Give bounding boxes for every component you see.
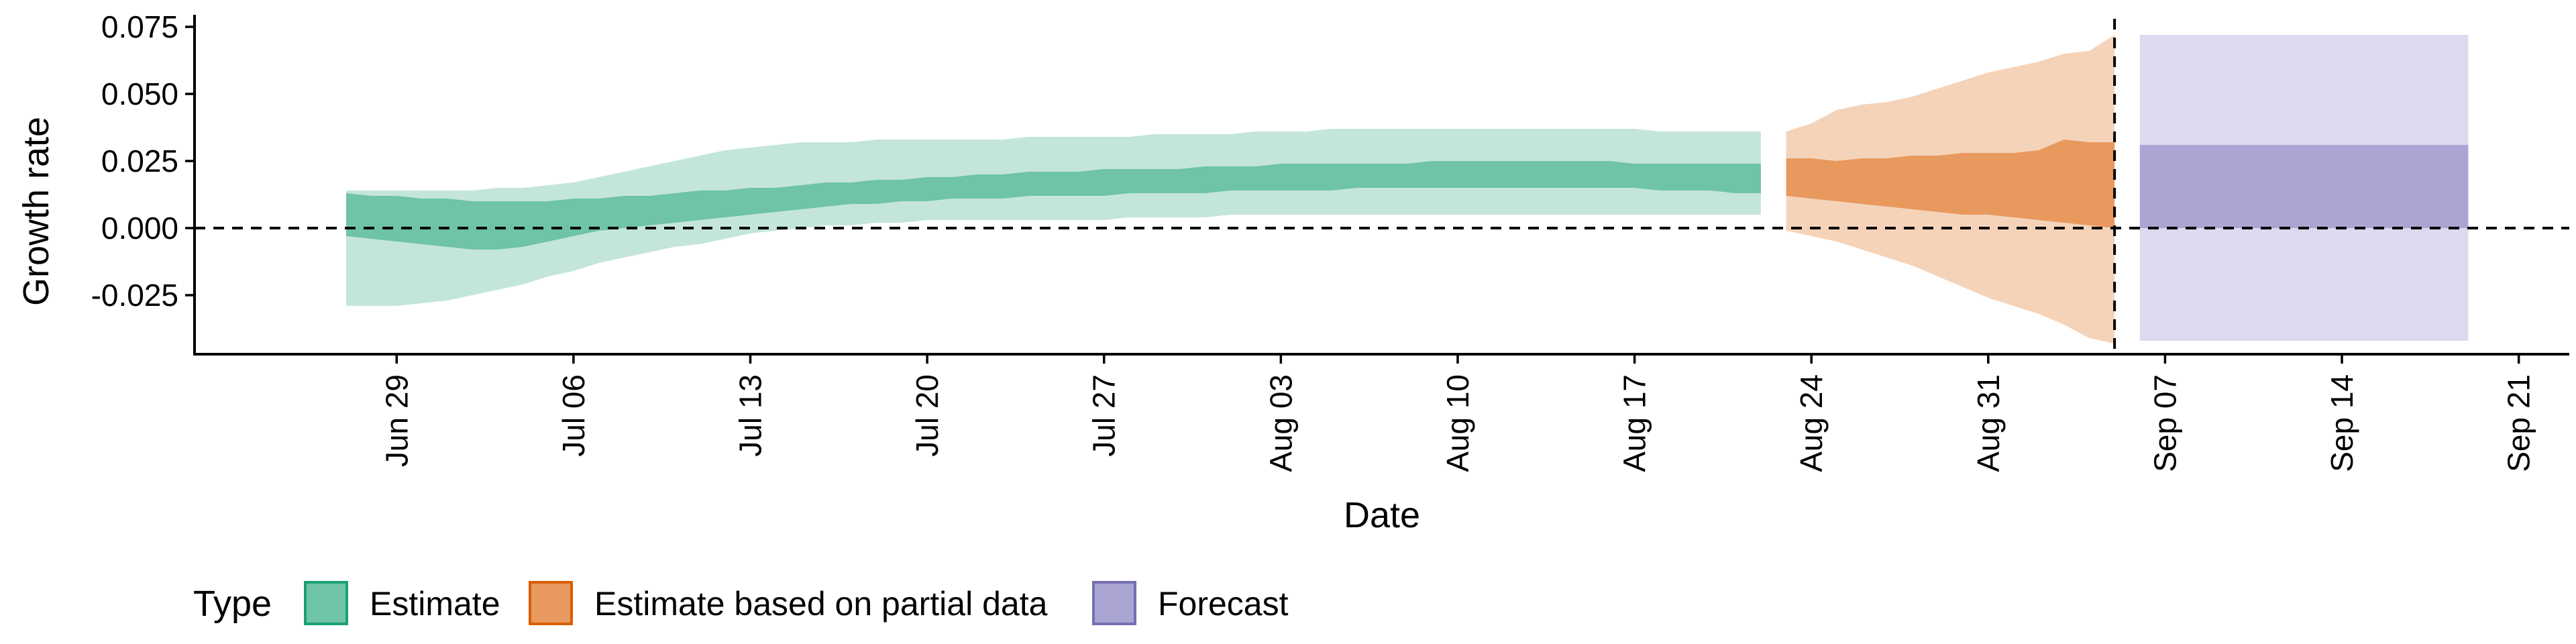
x-tick-label: Jul 06 (556, 374, 591, 457)
y-tick-label: 0.000 (101, 211, 178, 246)
x-tick-label: Aug 31 (1971, 374, 2006, 472)
x-axis-title: Date (1344, 495, 1420, 535)
legend-label: Estimate (370, 585, 500, 623)
x-tick-label: Jul 13 (733, 374, 768, 457)
legend-title: Type (193, 584, 272, 624)
y-tick-label: 0.075 (101, 9, 178, 44)
x-tick-label: Aug 24 (1794, 374, 1829, 472)
legend-key-estimate (304, 581, 348, 625)
x-tick-label: Jul 20 (910, 374, 945, 457)
y-tick-label: 0.025 (101, 144, 178, 178)
x-tick-label: Sep 07 (2147, 374, 2182, 472)
legend-key-estimate-based-on-partial-data (529, 581, 573, 625)
axes-layer: -0.025 0.000 0.025 0.050 0.075 Jun 29 Jul 06 Ju… (91, 9, 2569, 472)
x-tick-label: Sep 14 (2324, 374, 2359, 472)
band-inner-estimate-based-on-partial-data (1786, 140, 2115, 228)
band-inner-forecast (2139, 145, 2469, 228)
legend-key-forecast (1092, 581, 1136, 625)
x-tick-label: Jul 27 (1087, 374, 1122, 457)
x-tick-label: Aug 10 (1440, 374, 1475, 472)
band-inner-estimate (346, 161, 1761, 250)
x-tick-label: Jun 29 (379, 374, 414, 467)
legend-label: Estimate based on partial data (594, 585, 1048, 623)
reference-lines-layer (195, 19, 2569, 354)
y-axis-title: Growth rate (16, 117, 56, 306)
x-tick-label: Sep 21 (2502, 374, 2536, 472)
x-tick-label: Aug 03 (1263, 374, 1298, 472)
legend: Type Estimate Estimate based on partial da… (193, 581, 1289, 625)
legend-label: Forecast (1158, 585, 1289, 623)
y-tick-label: 0.050 (101, 76, 178, 111)
x-tick-label: Aug 17 (1617, 374, 1652, 472)
ribbons-layer (346, 35, 2469, 343)
y-tick-label: -0.025 (91, 278, 178, 313)
